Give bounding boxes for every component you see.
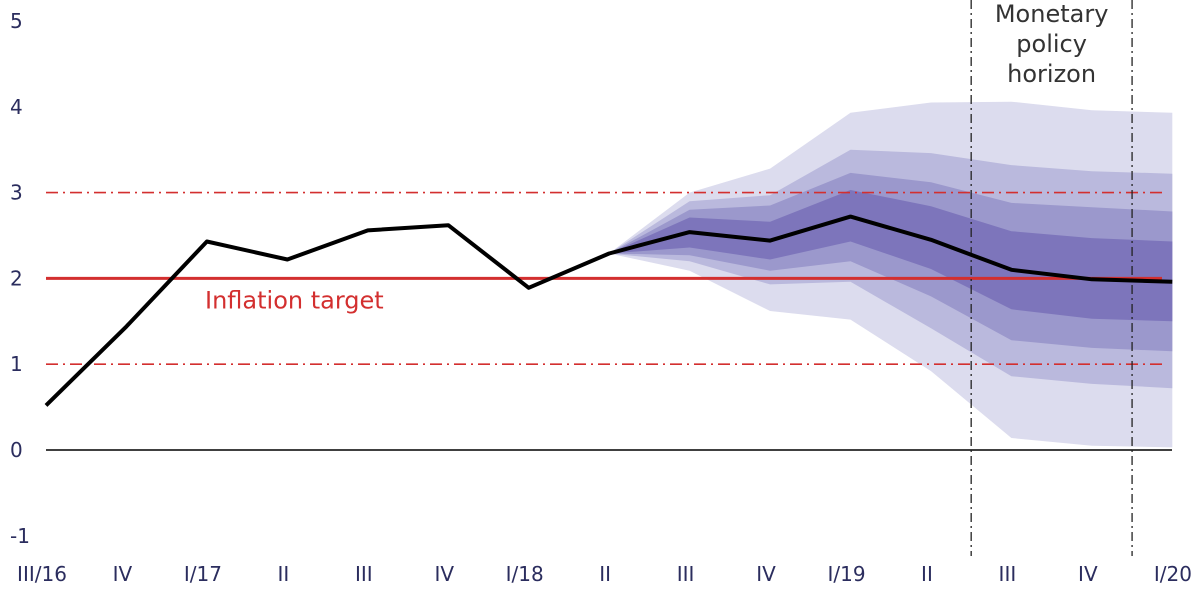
x-tick-label: I/20 [1154,562,1192,586]
series-line-1 [44,214,1173,407]
fan-bands [609,101,1173,448]
x-tick-label: IV [113,562,133,586]
x-tick-label: II [599,562,611,586]
x-tick-label: IV [1078,562,1098,586]
y-tick-label: -1 [10,524,30,548]
x-tick-label: I/17 [184,562,222,586]
y-tick-label: 2 [10,266,23,290]
monetary-policy-horizon-label: Monetary policy horizon [995,0,1109,88]
x-tick-label: III [999,562,1017,586]
y-axis-ticks: -1 0 1 2 3 4 5 [10,9,30,548]
x-tick-label: I/18 [506,562,544,586]
x-tick-label: IV [756,562,776,586]
y-tick-label: 0 [10,438,23,462]
series-lines [44,214,1173,407]
x-axis-ticks: III/16 IV I/17 II III IV I/18 II III IV I/19 II III I… [17,562,1192,586]
horizon-label-line: Monetary [995,0,1109,28]
fan-band-4 [609,190,1173,322]
x-tick-label: III [677,562,695,586]
y-tick-label: 1 [10,352,23,376]
x-tick-label: IV [434,562,454,586]
y-tick-label: 3 [10,181,23,205]
y-tick-label: 4 [10,95,23,119]
inflation-target-lines [46,191,1162,366]
monetary-policy-horizon [970,0,1133,556]
x-tick-label: II [277,562,289,586]
x-tick-label: III [355,562,373,586]
horizon-label-line: horizon [1007,60,1096,88]
inflation-target-label: Inflation target [205,286,384,314]
x-tick-label: I/19 [827,562,865,586]
x-tick-label: II [921,562,933,586]
x-tick-label: III/16 [17,562,67,586]
y-tick-label: 5 [10,9,23,33]
horizon-label-line: policy [1016,30,1087,58]
